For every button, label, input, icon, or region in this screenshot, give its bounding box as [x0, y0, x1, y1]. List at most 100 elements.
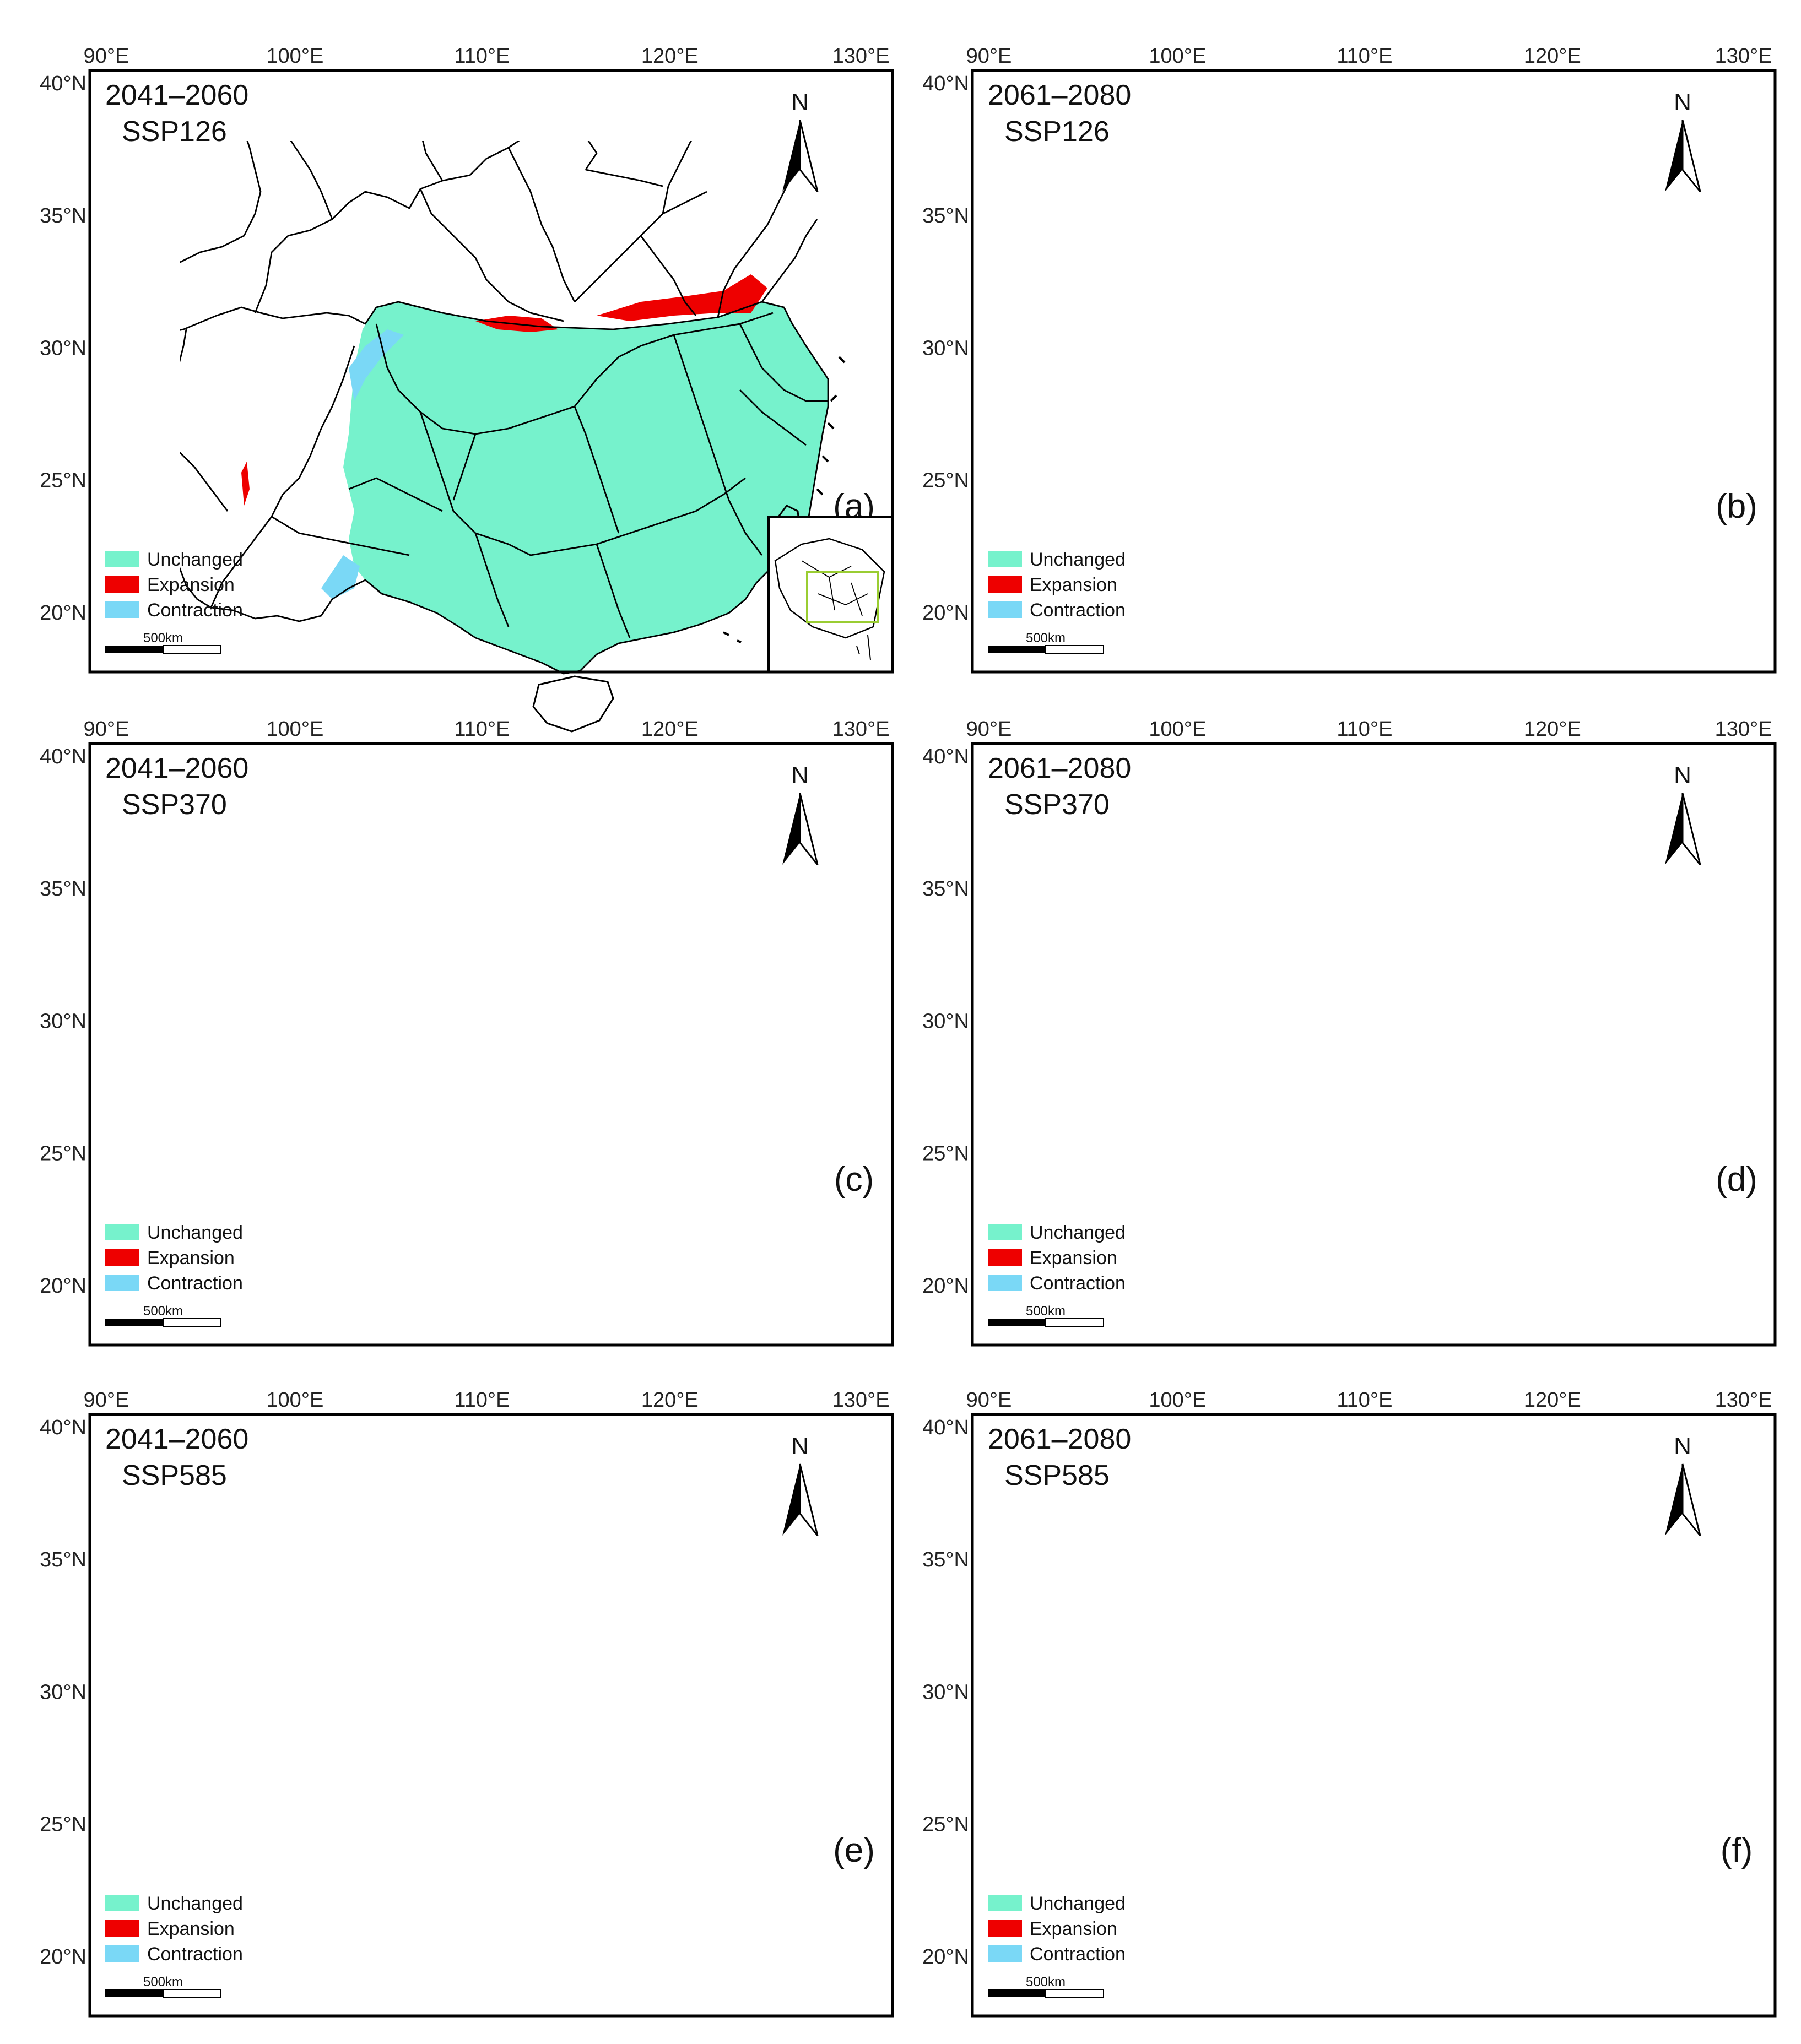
unchanged-area	[1657, 1850, 1683, 1927]
north-arrow-icon: N	[782, 762, 819, 865]
lat-tick-label: 25°N	[922, 1142, 969, 1165]
expansion-area	[536, 1347, 616, 1407]
scale-bar: 500km	[988, 1304, 1104, 1327]
lon-tick-label: 130°E	[1715, 45, 1772, 68]
expansion-area	[1242, 274, 1650, 379]
lat-tick-label: 35°N	[40, 1548, 86, 1571]
legend-label-contraction: Contraction	[1030, 1273, 1126, 1294]
expansion-area	[539, 2020, 610, 2044]
contraction-area	[343, 1195, 365, 1234]
contraction-area	[983, 1794, 1055, 1826]
lat-tick-label: 40°N	[922, 72, 969, 95]
expansion-area	[241, 462, 250, 506]
lat-tick-label: 30°N	[922, 1010, 969, 1033]
lon-tick-label: 120°E	[1524, 1389, 1581, 1412]
legend-label-unchanged: Unchanged	[147, 1893, 243, 1914]
unchanged-area	[975, 1789, 1058, 1829]
lon-tick-label: 130°E	[1715, 718, 1772, 741]
unchanged-area	[1657, 506, 1683, 583]
panel-period: 2041–2060	[105, 1423, 248, 1455]
map-content	[972, 71, 1775, 731]
lat-tick-label: 25°N	[922, 469, 969, 492]
expansion-area	[781, 1855, 798, 1899]
expansion-area	[365, 1615, 767, 1695]
inset-map	[767, 516, 894, 673]
lon-tick-label: 110°E	[454, 718, 510, 741]
legend-swatch-contraction	[988, 1945, 1022, 1962]
expansion-area	[1248, 1635, 1636, 1678]
scale-bar: 500km	[105, 1304, 221, 1327]
map-frame	[971, 1413, 1777, 2018]
lat-tick-label: 35°N	[922, 1548, 969, 1571]
legend-swatch-contraction	[988, 1275, 1022, 1291]
lat-tick-label: 30°N	[922, 1680, 969, 1704]
lon-tick-label: 130°E	[832, 1389, 890, 1412]
scale-bar-label: 500km	[1026, 631, 1066, 646]
lon-tick-label: 110°E	[454, 1389, 510, 1412]
unchanged-area	[93, 1789, 175, 1829]
expansion-area	[1248, 956, 1651, 1008]
north-arrow-icon: N	[782, 89, 819, 192]
expansion-area	[1664, 511, 1683, 555]
legend-label-contraction: Contraction	[1030, 600, 1126, 621]
expansion-area	[1209, 1217, 1248, 1261]
contraction-area	[1366, 1976, 1391, 1993]
scale-bar-label: 500km	[1026, 1304, 1066, 1319]
scale-bar: 500km	[105, 631, 221, 654]
legend-label-unchanged: Unchanged	[1030, 1893, 1126, 1914]
unchanged-area	[533, 2020, 613, 2044]
scale-bar: 500km	[105, 1975, 221, 1998]
legend-label-contraction: Contraction	[147, 1273, 243, 1294]
panel-scenario: SSP126	[1004, 116, 1110, 148]
lat-tick-label: 40°N	[40, 72, 86, 95]
legend-swatch-expansion	[988, 576, 1022, 593]
hainan-island	[533, 676, 613, 731]
panel-period: 2061–2080	[988, 752, 1131, 784]
lat-tick-label: 35°N	[922, 877, 969, 901]
unchanged-area	[93, 1118, 175, 1158]
contraction-area	[332, 1250, 354, 1270]
lat-tick-label: 20°N	[922, 1275, 969, 1298]
coast-islands	[723, 1701, 845, 1986]
contraction-area	[95, 448, 172, 485]
legend-label-expansion: Expansion	[1030, 1248, 1117, 1268]
contraction-area	[1664, 1863, 1679, 1899]
expansion-area	[1424, 674, 1501, 731]
lat-tick-label: 40°N	[40, 745, 86, 768]
legend-swatch-unchanged	[988, 1895, 1022, 1911]
unchanged-area	[975, 1118, 1058, 1158]
taiwan-outline	[775, 1179, 801, 1256]
north-label: N	[791, 1433, 809, 1460]
lat-tick-label: 40°N	[40, 1416, 86, 1439]
north-label: N	[791, 89, 809, 116]
legend: Unchanged Expansion Contraction	[105, 1893, 243, 1965]
legend-swatch-unchanged	[988, 1224, 1022, 1240]
legend-label-contraction: Contraction	[1030, 1944, 1126, 1965]
unchanged-area	[1226, 1646, 1711, 2018]
lat-tick-label: 25°N	[40, 1813, 86, 1836]
legend: Unchanged Expansion Contraction	[105, 549, 243, 621]
scale-bar: 500km	[988, 1975, 1104, 1998]
panel-period: 2041–2060	[105, 79, 248, 111]
lat-tick-label: 40°N	[922, 1416, 969, 1439]
north-label: N	[791, 762, 809, 789]
lon-tick-label: 90°E	[966, 1389, 1012, 1412]
legend-label-contraction: Contraction	[147, 600, 243, 621]
inset-outline	[774, 538, 885, 639]
scale-bar-label: 500km	[143, 1975, 183, 1989]
panel-scenario: SSP585	[1004, 1460, 1110, 1492]
expansion-area	[365, 953, 770, 1024]
lat-tick-label: 35°N	[922, 204, 969, 227]
lon-tick-label: 120°E	[1524, 45, 1581, 68]
unchanged-area	[975, 445, 1058, 485]
lon-tick-label: 120°E	[641, 718, 699, 741]
hainan-outline	[533, 2020, 613, 2044]
legend-label-expansion: Expansion	[1030, 1918, 1117, 1939]
hainan-outline	[1416, 2020, 1496, 2044]
unchanged-area	[93, 445, 175, 485]
scale-bar-label: 500km	[143, 1304, 183, 1319]
expansion-area	[1424, 2020, 1490, 2044]
legend-swatch-contraction	[988, 601, 1022, 618]
legend-swatch-contraction	[105, 1945, 139, 1962]
